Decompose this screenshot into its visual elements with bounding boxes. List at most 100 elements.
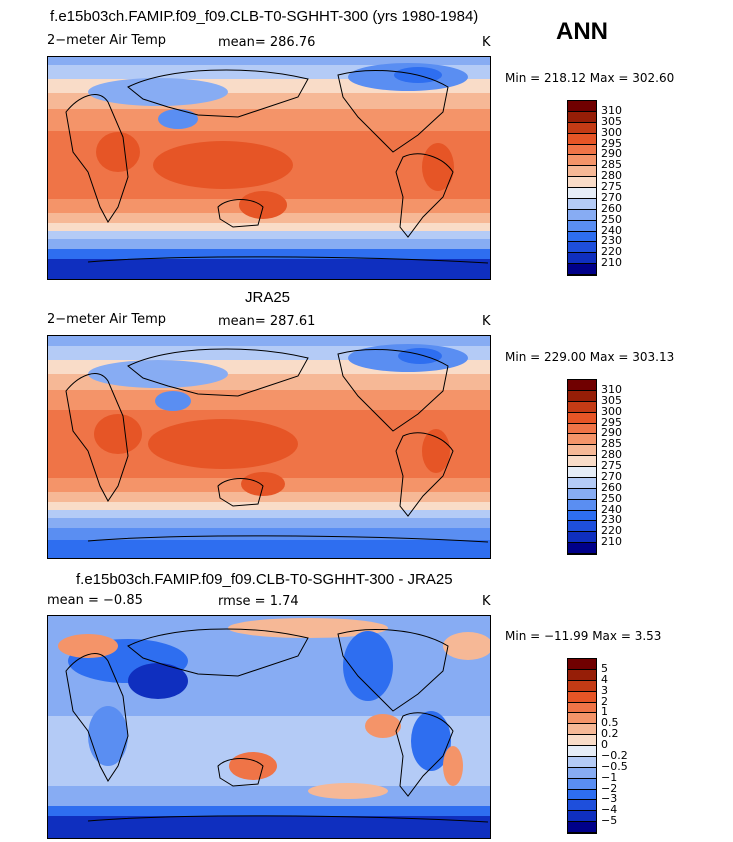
colorbar-tick-label: 270 bbox=[601, 190, 622, 204]
colorbar-tick-label: −2 bbox=[601, 781, 618, 795]
colorbar-swatch bbox=[568, 445, 596, 457]
colorbar-frame bbox=[567, 100, 597, 276]
colorbar-swatch bbox=[568, 111, 596, 123]
colorbar-swatch bbox=[568, 702, 596, 714]
panel3-minmax: Min = −11.99 Max = 3.53 bbox=[505, 629, 662, 643]
colorbar-tick-label: −0.2 bbox=[601, 748, 628, 762]
season-label: ANN bbox=[556, 18, 608, 45]
colorbar-tick-label: 295 bbox=[601, 136, 622, 150]
colorbar-swatch bbox=[568, 822, 596, 833]
colorbar-tick-label: 300 bbox=[601, 404, 622, 418]
panel2-map bbox=[47, 335, 491, 559]
panel2-variable: 2−meter Air Temp bbox=[47, 312, 167, 327]
colorbar-swatch bbox=[568, 122, 596, 134]
colorbar-tick-label: 230 bbox=[601, 234, 622, 248]
colorbar-swatch bbox=[568, 724, 596, 736]
colorbar-swatch bbox=[568, 133, 596, 145]
colorbar-swatch bbox=[568, 101, 596, 112]
colorbar-swatch bbox=[568, 778, 596, 790]
panel2-mean: mean= 287.61 bbox=[218, 314, 316, 329]
panel3-rmse: rmse = 1.74 bbox=[218, 594, 299, 609]
colorbar-tick-label: 220 bbox=[601, 524, 622, 538]
colorbar-swatch bbox=[568, 242, 596, 254]
colorbar-tick-label: 310 bbox=[601, 103, 622, 117]
colorbar-tick-label: 1 bbox=[601, 705, 608, 719]
colorbar-swatch bbox=[568, 188, 596, 199]
colorbar-swatch bbox=[568, 177, 596, 188]
panel1-mean: mean= 286.76 bbox=[218, 35, 316, 50]
colorbar-swatch bbox=[568, 456, 596, 467]
panel2-map-svg bbox=[48, 336, 490, 558]
panel2-minmax: Min = 229.00 Max = 303.13 bbox=[505, 350, 675, 364]
panel3-map bbox=[47, 615, 491, 839]
colorbar-swatch bbox=[568, 800, 596, 812]
panel3-map-svg bbox=[48, 616, 490, 838]
colorbar-swatch bbox=[568, 264, 596, 275]
colorbar-tick-label: 305 bbox=[601, 114, 622, 128]
colorbar-tick-label: 280 bbox=[601, 169, 622, 183]
colorbar-tick-label: 3 bbox=[601, 683, 608, 697]
colorbar-tick-label: 220 bbox=[601, 245, 622, 259]
panel1-map-svg bbox=[48, 57, 490, 279]
colorbar-swatch bbox=[568, 380, 596, 391]
colorbar-swatch bbox=[568, 543, 596, 554]
colorbar-swatch bbox=[568, 401, 596, 413]
colorbar-frame bbox=[567, 379, 597, 555]
colorbar-tick-label: 275 bbox=[601, 459, 622, 472]
panel1-map bbox=[47, 56, 491, 280]
panel1-units: K bbox=[482, 35, 491, 50]
panel3-units: K bbox=[482, 594, 491, 609]
colorbar-swatch bbox=[568, 767, 596, 779]
colorbar-swatch bbox=[568, 155, 596, 167]
colorbar-tick-label: 310 bbox=[601, 382, 622, 396]
colorbar-tick-label: 0.2 bbox=[601, 727, 619, 741]
panel1-minmax: Min = 218.12 Max = 302.60 bbox=[505, 71, 675, 85]
colorbar-swatch bbox=[568, 510, 596, 522]
colorbar-tick-label: 275 bbox=[601, 180, 622, 193]
colorbar-tick-label: −1 bbox=[601, 770, 618, 784]
colorbar-tick-label: 285 bbox=[601, 437, 622, 451]
colorbar-swatch bbox=[568, 669, 596, 681]
panel3-title: f.e15b03ch.FAMIP.f09_f09.CLB-T0-SGHHT-30… bbox=[76, 571, 453, 588]
colorbar-tick-label: 250 bbox=[601, 212, 622, 226]
colorbar-swatch bbox=[568, 691, 596, 703]
colorbar-tick-label: −0.5 bbox=[601, 759, 628, 773]
colorbar-swatch bbox=[568, 811, 596, 823]
colorbar-swatch bbox=[568, 434, 596, 446]
colorbar-tick-label: 285 bbox=[601, 158, 622, 172]
colorbar-tick-label: 260 bbox=[601, 480, 622, 494]
colorbar-tick-label: 210 bbox=[601, 535, 622, 549]
colorbar-swatch bbox=[568, 680, 596, 692]
colorbar-tick-label: 290 bbox=[601, 147, 622, 161]
colorbar-tick-label: 290 bbox=[601, 426, 622, 440]
colorbar-tick-label: 5 bbox=[601, 661, 608, 675]
colorbar-tick-label: −3 bbox=[601, 792, 618, 806]
colorbar-swatch bbox=[568, 521, 596, 533]
colorbar-tick-label: 0.5 bbox=[601, 716, 619, 730]
colorbar-tick-label: 280 bbox=[601, 448, 622, 462]
colorbar-tick-label: −5 bbox=[601, 814, 618, 828]
panel1-title: f.e15b03ch.FAMIP.f09_f09.CLB-T0-SGHHT-30… bbox=[50, 8, 479, 25]
colorbar-tick-label: 210 bbox=[601, 256, 622, 270]
colorbar-tick-label: 230 bbox=[601, 513, 622, 527]
colorbar-swatch bbox=[568, 713, 596, 725]
colorbar-swatch bbox=[568, 532, 596, 544]
panel1-variable: 2−meter Air Temp bbox=[47, 33, 167, 48]
colorbar-tick-label: 270 bbox=[601, 469, 622, 483]
panel2-colorbar: 210 220 230 240 250 260 270 275 280 285 290 295 300 3… bbox=[567, 379, 622, 555]
panel2-title: JRA25 bbox=[245, 289, 291, 306]
colorbar-swatch bbox=[568, 789, 596, 801]
colorbar-tick-label: 300 bbox=[601, 125, 622, 139]
colorbar-swatch bbox=[568, 144, 596, 156]
colorbar-swatch bbox=[568, 488, 596, 500]
colorbar-tick-label: 260 bbox=[601, 201, 622, 215]
colorbar-swatch bbox=[568, 746, 596, 757]
colorbar-swatch bbox=[568, 412, 596, 424]
colorbar-swatch bbox=[568, 253, 596, 265]
colorbar-tick-label: 240 bbox=[601, 223, 622, 237]
panel1-colorbar: 210 220 230 240 250 260 270 275 280 285 290 295 300 3… bbox=[567, 100, 622, 276]
colorbar-swatch bbox=[568, 423, 596, 435]
colorbar-tick-label: 240 bbox=[601, 502, 622, 516]
colorbar-swatch bbox=[568, 499, 596, 511]
colorbar-tick-label: 250 bbox=[601, 491, 622, 505]
